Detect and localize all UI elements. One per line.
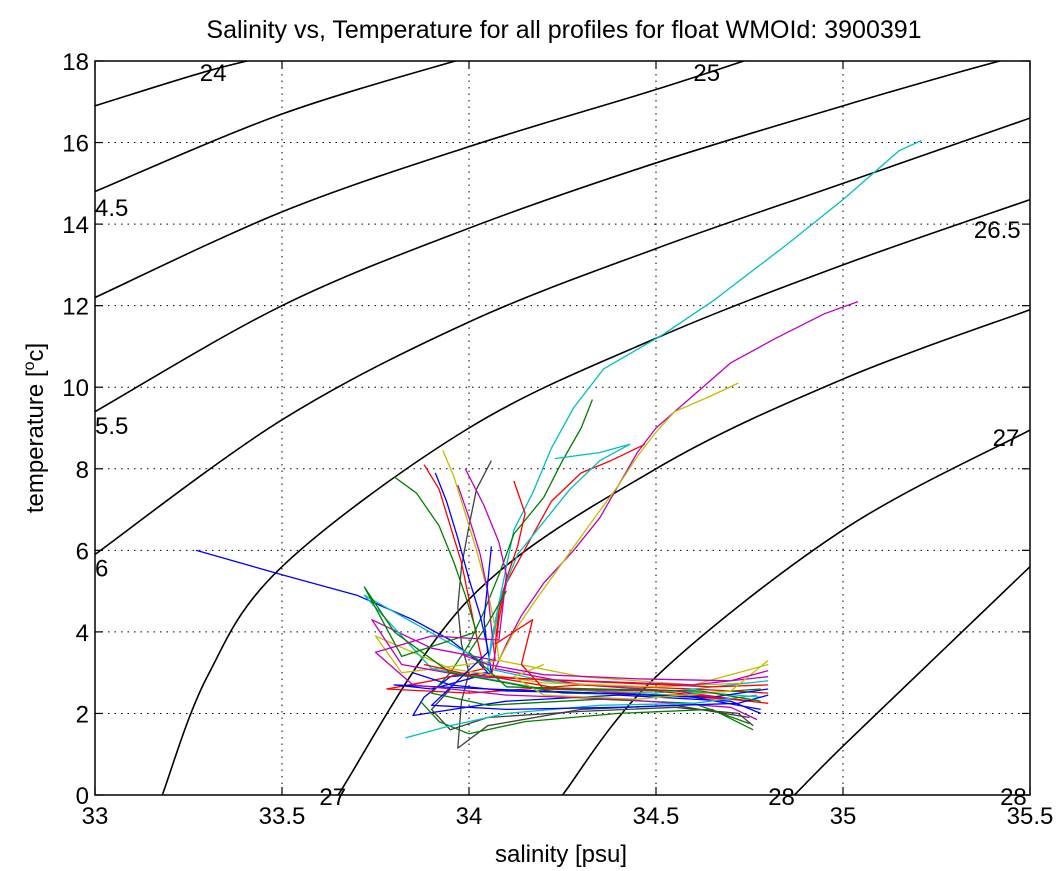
profile-line-19 xyxy=(423,663,769,688)
x-tick-label: 33.5 xyxy=(259,803,306,830)
isoline-labels: 24 25 4.5 26.5 5.5 27 6 27 28 28 xyxy=(95,60,1027,811)
y-axis-label-main: temperature [ xyxy=(22,370,49,513)
y-tick-label: 2 xyxy=(76,701,89,728)
y-tick-label: 8 xyxy=(76,457,89,484)
density-isoline-24 xyxy=(95,61,251,107)
profile-line-21 xyxy=(513,659,769,700)
density-isoline-25-5 xyxy=(95,61,1003,413)
y-tick-label: 16 xyxy=(62,131,89,158)
profile-line-6 xyxy=(430,399,750,725)
profile-line-14 xyxy=(494,480,754,702)
y-tick-label: 0 xyxy=(76,783,89,810)
profile-line-22 xyxy=(461,653,769,682)
y-tick-label: 14 xyxy=(62,212,89,239)
isoline-label: 26.5 xyxy=(974,217,1021,244)
y-tick-label: 6 xyxy=(76,538,89,565)
x-tick-label: 35.5 xyxy=(1007,803,1054,830)
profile-line-16 xyxy=(430,688,754,731)
isoline-label: 24 xyxy=(200,60,227,87)
isoline-label: 5.5 xyxy=(95,413,128,440)
y-tick-label: 18 xyxy=(62,49,89,76)
y-axis-label: temperature [oc] xyxy=(21,343,49,513)
y-axis-label-superscript: o xyxy=(21,361,38,370)
isoline-label: 28 xyxy=(768,784,795,811)
profile-line-20 xyxy=(405,694,758,739)
isoline-label: 27 xyxy=(993,425,1020,452)
density-isoline-26 xyxy=(95,117,1030,556)
y-tick-label: 4 xyxy=(76,620,89,647)
density-isoline-28 xyxy=(793,566,1030,795)
isoline-label: 27 xyxy=(319,784,346,811)
profile-line-23 xyxy=(430,546,769,711)
y-tick-label: 12 xyxy=(62,294,89,321)
y-tick-label: 10 xyxy=(62,375,89,402)
profile-line-13 xyxy=(363,476,761,696)
isoline-label: 4.5 xyxy=(95,195,128,222)
isoline-label: 28 xyxy=(1000,784,1027,811)
x-tick-label: 34 xyxy=(456,803,483,830)
profile-line-3 xyxy=(498,382,769,686)
density-isoline-24-5 xyxy=(95,61,459,193)
x-tick-label: 34.5 xyxy=(633,803,680,830)
profile-line-18 xyxy=(412,672,761,711)
chart-title: Salinity vs, Temperature for all profile… xyxy=(206,16,921,44)
density-isoline-26-5 xyxy=(161,198,1030,795)
profile-line-2 xyxy=(494,300,859,702)
plot-frame xyxy=(94,60,1031,796)
density-isoline-25 xyxy=(95,61,747,299)
profile-line-12 xyxy=(363,443,769,694)
density-isoline-27-5 xyxy=(561,429,1030,795)
x-tick-label: 33 xyxy=(82,803,109,830)
profile-lines xyxy=(195,139,922,749)
isoline-label: 6 xyxy=(95,556,108,583)
isoline-label: 25 xyxy=(693,60,720,87)
profile-line-17 xyxy=(419,700,754,735)
profile-line-10 xyxy=(374,450,750,688)
profile-line-8 xyxy=(386,464,769,694)
y-axis-label-end: c] xyxy=(22,343,49,362)
x-axis-label: salinity [psu] xyxy=(495,841,627,868)
x-tick-label: 35 xyxy=(830,803,857,830)
profile-line-24 xyxy=(468,590,761,702)
profile-line-15 xyxy=(374,468,758,721)
